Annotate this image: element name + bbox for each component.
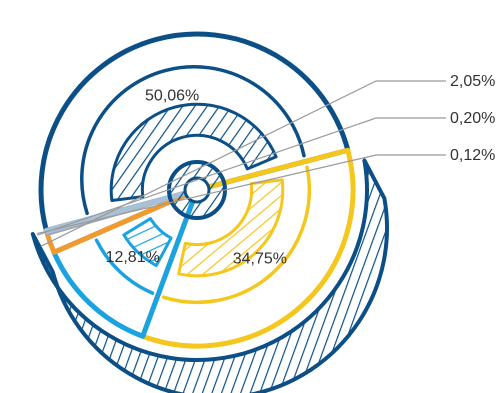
slice-inner-stroke — [161, 165, 312, 305]
leader-line — [36, 154, 446, 235]
leader-line — [37, 117, 446, 236]
slice-label: 0,12% — [450, 147, 495, 164]
slice-label: 50,06% — [145, 88, 199, 105]
slice-outline — [140, 147, 356, 349]
labels-group: 50,06% 34,75% 12,81% 2,05% 0,20% 0,12% — [36, 73, 495, 268]
slice-label: 0,20% — [450, 110, 495, 127]
slice-inner-stroke — [80, 65, 306, 216]
slice-3475 — [140, 147, 356, 349]
leader-line — [40, 80, 446, 247]
slice-outline — [38, 31, 351, 233]
slice-outline — [51, 187, 200, 339]
slice-inner-stroke — [94, 238, 155, 295]
center-hole — [183, 176, 211, 204]
slice-label: 2,05% — [450, 73, 495, 90]
slice-1281 — [51, 187, 200, 339]
slice-hatch-band — [122, 217, 173, 268]
slice-5006 — [38, 31, 351, 233]
slice-depth-group — [30, 158, 389, 393]
slice-label: 34,75% — [233, 251, 287, 268]
slices-group — [38, 31, 356, 349]
slice-label: 12,81% — [106, 249, 160, 266]
slice-50-depth — [30, 158, 389, 393]
slice-hatch-band — [109, 102, 278, 202]
slice-hatch-band — [177, 178, 285, 278]
